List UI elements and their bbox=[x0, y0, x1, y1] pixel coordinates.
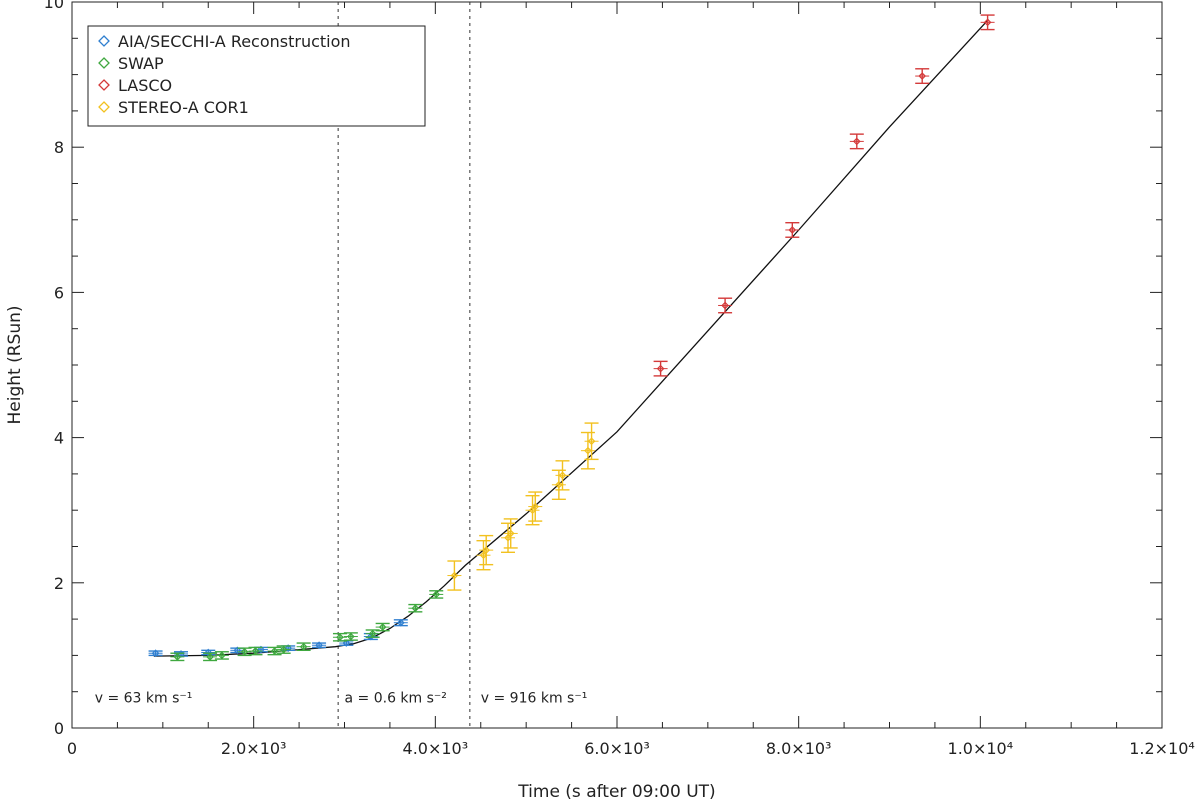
data-point bbox=[151, 649, 160, 658]
data-point bbox=[506, 529, 515, 538]
data-point bbox=[450, 571, 459, 580]
data-point bbox=[257, 645, 265, 654]
data-point bbox=[368, 629, 377, 638]
x-tick-label: 4.0×10³ bbox=[403, 739, 469, 758]
data-point bbox=[411, 604, 420, 613]
y-axis: 0 2 4 6 8 10 bbox=[44, 0, 1162, 738]
data-point bbox=[587, 437, 596, 446]
data-point bbox=[218, 651, 226, 660]
data-point bbox=[240, 647, 249, 656]
x-tick-label: 1.0×10⁴ bbox=[948, 739, 1014, 758]
x-axis: 0 2.0×10³ 4.0×10³ 6.0×10³ 8.0×10³ 1.0×10⁴ 1.2×… bbox=[67, 2, 1195, 758]
legend: AIA/SECCHI-A Reconstruction SWAP LASCO STER… bbox=[87, 25, 426, 127]
legend-label: LASCO bbox=[118, 76, 172, 95]
legend-box bbox=[87, 25, 426, 127]
phase-annotation: v = 63 km s⁻¹ bbox=[95, 691, 193, 707]
data-point bbox=[721, 301, 729, 310]
phase-annotation: v = 916 km s⁻¹ bbox=[481, 691, 588, 707]
data-point bbox=[479, 551, 488, 560]
data-point bbox=[918, 72, 927, 80]
data-point bbox=[336, 633, 344, 642]
data-point bbox=[396, 618, 405, 627]
data-point bbox=[233, 646, 242, 655]
legend-marker bbox=[98, 57, 110, 69]
x-tick-label: 1.2×10⁴ bbox=[1129, 739, 1195, 758]
y-tick-label: 10 bbox=[44, 0, 64, 12]
data-point bbox=[983, 18, 992, 27]
data-point bbox=[299, 642, 308, 651]
data-point bbox=[378, 623, 387, 631]
data-point bbox=[251, 647, 260, 655]
y-tick-label: 8 bbox=[54, 138, 64, 157]
data-point bbox=[852, 137, 861, 146]
series-1 bbox=[170, 590, 444, 662]
data-point bbox=[342, 639, 351, 647]
data-point bbox=[206, 653, 214, 661]
x-tick-label: 0 bbox=[67, 739, 77, 758]
legend-marker bbox=[98, 79, 110, 91]
data-point bbox=[558, 471, 567, 480]
data-point bbox=[270, 647, 279, 655]
data-point bbox=[788, 226, 797, 234]
data-point bbox=[347, 632, 355, 641]
legend-label: AIA/SECCHI-A Reconstruction bbox=[118, 32, 351, 51]
phase-annotation: a = 0.6 km s⁻² bbox=[345, 691, 447, 707]
y-axis-title: Height (RSun) bbox=[5, 305, 25, 424]
legend-marker bbox=[98, 35, 110, 47]
data-point bbox=[482, 546, 491, 554]
legend-marker bbox=[98, 101, 110, 113]
data-point bbox=[504, 533, 512, 542]
x-tick-label: 8.0×10³ bbox=[766, 739, 832, 758]
x-tick-label: 2.0×10³ bbox=[221, 739, 287, 758]
data-point bbox=[656, 364, 665, 373]
data-point bbox=[531, 502, 540, 511]
series-3 bbox=[447, 422, 599, 591]
y-tick-label: 6 bbox=[54, 283, 64, 302]
legend-label: SWAP bbox=[118, 54, 164, 73]
series-2 bbox=[653, 14, 995, 377]
x-axis-title: Time (s after 09:00 UT) bbox=[517, 782, 715, 802]
data-point bbox=[584, 446, 592, 455]
y-tick-label: 2 bbox=[54, 574, 64, 593]
data-point bbox=[315, 641, 323, 650]
y-tick-label: 0 bbox=[54, 719, 64, 738]
data-point bbox=[555, 480, 563, 489]
legend-label: STEREO-A COR1 bbox=[118, 98, 249, 117]
x-tick-label: 6.0×10³ bbox=[584, 739, 650, 758]
data-point bbox=[284, 644, 293, 652]
data-point bbox=[279, 645, 288, 654]
data-point bbox=[173, 653, 182, 661]
y-tick-label: 4 bbox=[54, 429, 64, 448]
data-point bbox=[432, 590, 441, 599]
